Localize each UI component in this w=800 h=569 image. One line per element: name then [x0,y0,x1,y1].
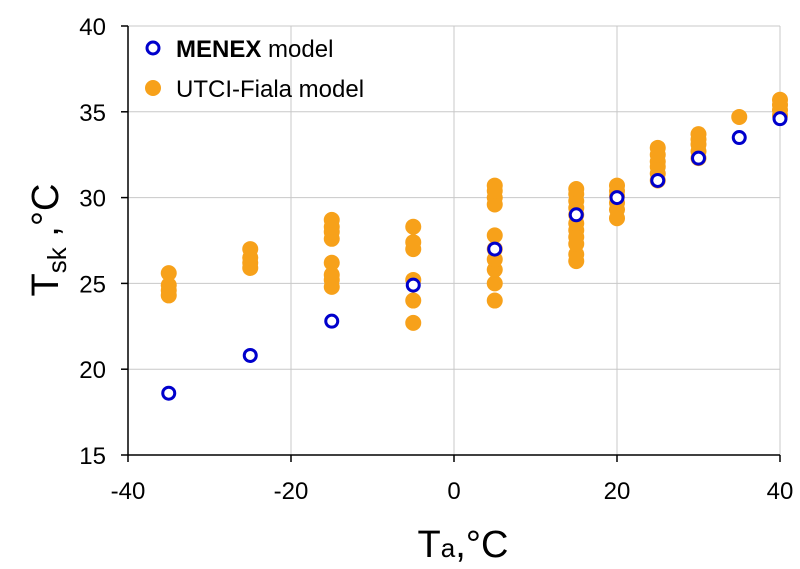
menex-model-point [161,385,177,401]
menex-model-point [609,190,625,206]
legend-marker-menex [145,40,161,56]
grid [128,25,781,455]
x-tick-label: 20 [604,478,631,505]
y-tick-label: 35 [79,100,106,127]
utci-fiala-model-point [242,241,259,258]
menex-model-point [405,277,421,293]
legend: MENEX model UTCI-Fiala model [145,36,364,103]
menex-model-point [650,172,666,188]
utci-fiala-model-point [323,211,340,228]
menex-model-point [324,313,340,329]
utci-fiala-model-point [609,177,625,194]
utci-fiala-model-point [568,181,585,198]
utci-fiala-model-point [649,139,666,156]
x-tick-label: 0 [447,478,460,505]
utci-fiala-model-point [160,277,177,294]
utci-fiala-model-point [160,265,177,282]
x-axis-title: Ta,°C [418,524,509,566]
y-tick-label: 25 [79,271,106,298]
menex-model-point [242,347,258,363]
y-tick-label: 20 [79,357,106,384]
utci-fiala-model-point [486,292,503,309]
utci-fiala-model-point [690,126,707,143]
utci-fiala-model-point [323,266,340,283]
utci-fiala-model-point [405,292,422,309]
legend-marker-utci [145,80,161,96]
menex-model-point [568,207,584,223]
y-axis-title: Tsk ,°C [25,184,72,297]
legend-label-utci: UTCI-Fiala model [176,76,364,103]
utci-fiala-model-point [772,91,788,108]
x-tick-label: -20 [274,478,309,505]
menex-model-point [487,241,503,257]
utci-fiala-model-point [486,227,503,244]
menex-model-point [691,150,706,166]
tick-labels: -40 -20 0 20 40 15 20 25 30 35 40 [79,14,793,505]
axes [121,25,781,462]
utci-fiala-model-point [323,254,340,271]
utci-fiala-model-point [405,314,422,331]
utci-fiala-model-point [486,275,503,292]
utci-fiala-model-point [486,177,503,194]
menex-model-point [772,111,788,127]
data-points [160,91,788,401]
x-tick-label: 40 [767,478,794,505]
utci-fiala-model-point [405,234,422,251]
menex-model-point [731,130,747,146]
utci-fiala-model-point [405,218,422,235]
y-tick-label: 15 [79,443,106,470]
y-tick-label: 40 [79,14,106,41]
legend-label-menex: MENEX model [176,36,333,63]
x-tick-label: -40 [111,478,146,505]
utci-fiala-model-point [731,108,748,125]
y-tick-label: 30 [79,186,106,213]
